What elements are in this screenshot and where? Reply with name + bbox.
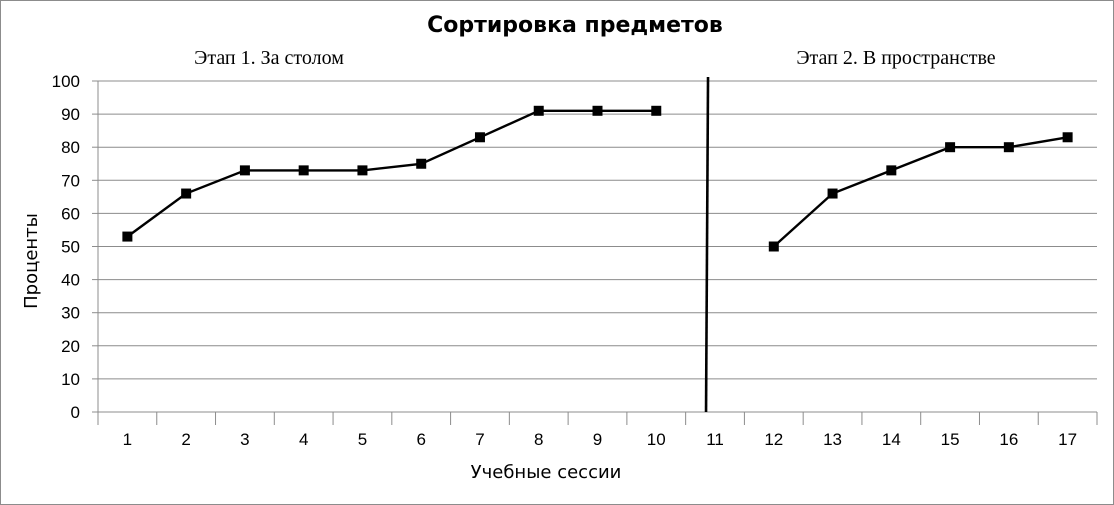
data-point [651, 105, 662, 116]
data-point [122, 231, 133, 242]
x-tick-label: 13 [823, 430, 842, 449]
y-tick-label: 30 [61, 304, 80, 323]
phase-1-label: Этап 1. За столом [194, 47, 344, 69]
y-tick-labels: 0 10 20 30 40 50 60 70 80 90 100 [52, 72, 80, 422]
data-point [768, 241, 779, 252]
y-tick-label: 40 [61, 271, 80, 290]
data-point [298, 165, 309, 176]
series-line [772, 136, 1068, 248]
y-tick-label: 70 [61, 171, 80, 190]
x-tick-label: 8 [534, 430, 543, 449]
x-tick-label: 1 [123, 430, 132, 449]
x-tick-label: 15 [941, 430, 960, 449]
x-tick-label: 6 [416, 430, 425, 449]
data-point [886, 165, 897, 176]
data-point [1062, 132, 1073, 143]
data-point [416, 158, 427, 169]
data-point [357, 165, 368, 176]
x-axis-label: Учебные сессии [471, 462, 622, 483]
data-point [181, 188, 192, 199]
x-tick-labels: 1 2 3 4 5 6 7 8 9 10 11 12 13 14 15 16 17 [123, 430, 1077, 449]
series-line [126, 109, 657, 238]
y-axis-label: Проценты [21, 213, 42, 309]
data-point [533, 105, 544, 116]
y-tick-label: 80 [61, 138, 80, 157]
y-tick-label: 20 [61, 337, 80, 356]
x-tick-label: 17 [1058, 430, 1077, 449]
y-tick-label: 100 [52, 72, 80, 91]
data-series [122, 105, 1073, 252]
y-tick-label: 60 [61, 204, 80, 223]
x-tick-label: 16 [999, 430, 1018, 449]
x-tick-label: 5 [358, 430, 367, 449]
y-tick-label: 10 [61, 370, 80, 389]
data-point [945, 142, 956, 153]
x-tick-label: 2 [181, 430, 190, 449]
x-tick-label: 4 [299, 430, 308, 449]
phase-2-label: Этап 2. В пространстве [796, 47, 995, 69]
x-tick-label: 10 [647, 430, 666, 449]
y-tick-label: 0 [71, 403, 80, 422]
data-point [827, 188, 838, 199]
data-point [592, 105, 603, 116]
x-tick-label: 7 [475, 430, 484, 449]
y-tick-label: 90 [61, 105, 80, 124]
x-tick-label: 3 [240, 430, 249, 449]
data-point [1003, 142, 1014, 153]
y-tick-label: 50 [61, 238, 80, 257]
data-point [474, 132, 485, 143]
phase-change-line-group [704, 76, 710, 413]
x-tick-label: 9 [593, 430, 602, 449]
x-tick-label: 12 [764, 430, 783, 449]
x-tick-label: 11 [706, 430, 724, 449]
axes [92, 80, 1098, 425]
gridlines [98, 80, 1097, 380]
chart-title: Сортировка предметов [427, 13, 723, 38]
x-tick-label: 14 [882, 430, 901, 449]
phase-change-line [704, 76, 710, 413]
data-point [239, 165, 250, 176]
